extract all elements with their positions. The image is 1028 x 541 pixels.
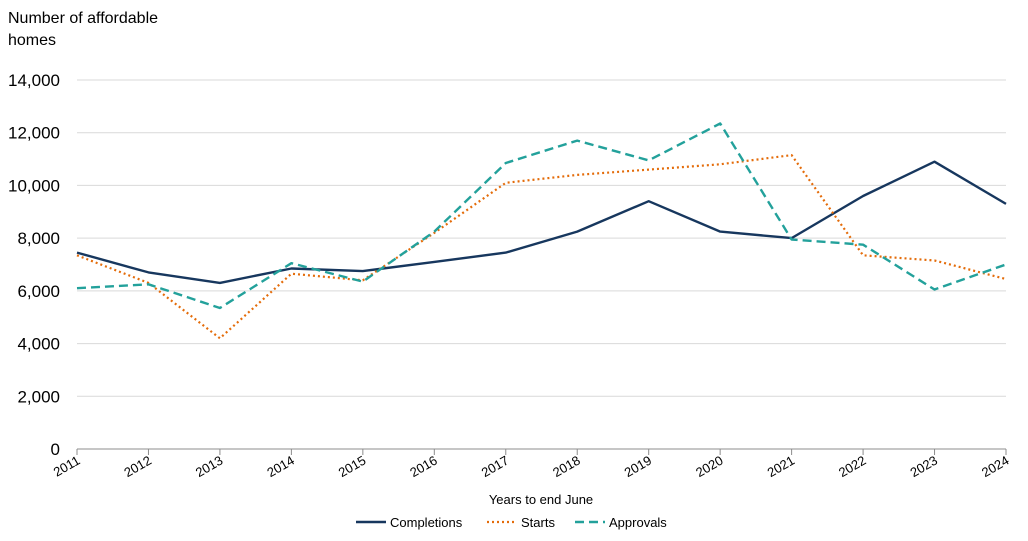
x-tick-label: 2023 xyxy=(907,453,940,480)
gridlines xyxy=(77,79,1006,397)
y-tick-label: 8,000 xyxy=(17,229,60,248)
y-axis-ticks: 0 2,000 4,000 6,000 8,000 10,000 12,000 14,000 xyxy=(8,71,60,459)
legend: Completions Starts Approvals xyxy=(356,515,667,530)
x-axis-title: Years to end June xyxy=(489,492,593,507)
x-tick-label: 2024 xyxy=(979,453,1012,480)
y-tick-label: 2,000 xyxy=(17,387,60,406)
x-tick-label: 2018 xyxy=(550,453,583,480)
legend-label-approvals: Approvals xyxy=(609,515,667,530)
y-tick-label: 10,000 xyxy=(8,176,60,195)
x-tick-label: 2017 xyxy=(479,453,512,480)
x-tick-label: 2020 xyxy=(693,453,726,480)
y-tick-label: 14,000 xyxy=(8,71,60,90)
series-lines xyxy=(76,122,1007,340)
y-tick-label: 0 xyxy=(51,440,60,459)
x-tick-label: 2013 xyxy=(193,453,226,480)
y-tick-label: 6,000 xyxy=(17,282,60,301)
x-tick-label: 2016 xyxy=(407,453,440,480)
x-tick-label: 2022 xyxy=(836,453,869,480)
x-tick-label: 2021 xyxy=(765,453,798,480)
x-tick-label: 2015 xyxy=(336,453,369,480)
series-line-approvals xyxy=(76,122,1007,310)
y-tick-label: 4,000 xyxy=(17,335,60,354)
x-axis: 2011 2012 2013 2014 2015 2016 2017 2018 2019 2020… xyxy=(51,448,1012,480)
x-tick-label: 2012 xyxy=(121,453,154,480)
x-tick-label: 2014 xyxy=(264,453,297,480)
legend-label-completions: Completions xyxy=(390,515,463,530)
legend-label-starts: Starts xyxy=(521,515,555,530)
y-axis-title: Number of affordable homes xyxy=(8,10,159,49)
y-tick-label: 12,000 xyxy=(8,124,60,143)
x-tick-label: 2019 xyxy=(622,453,655,480)
series-line-completions xyxy=(76,160,1007,285)
